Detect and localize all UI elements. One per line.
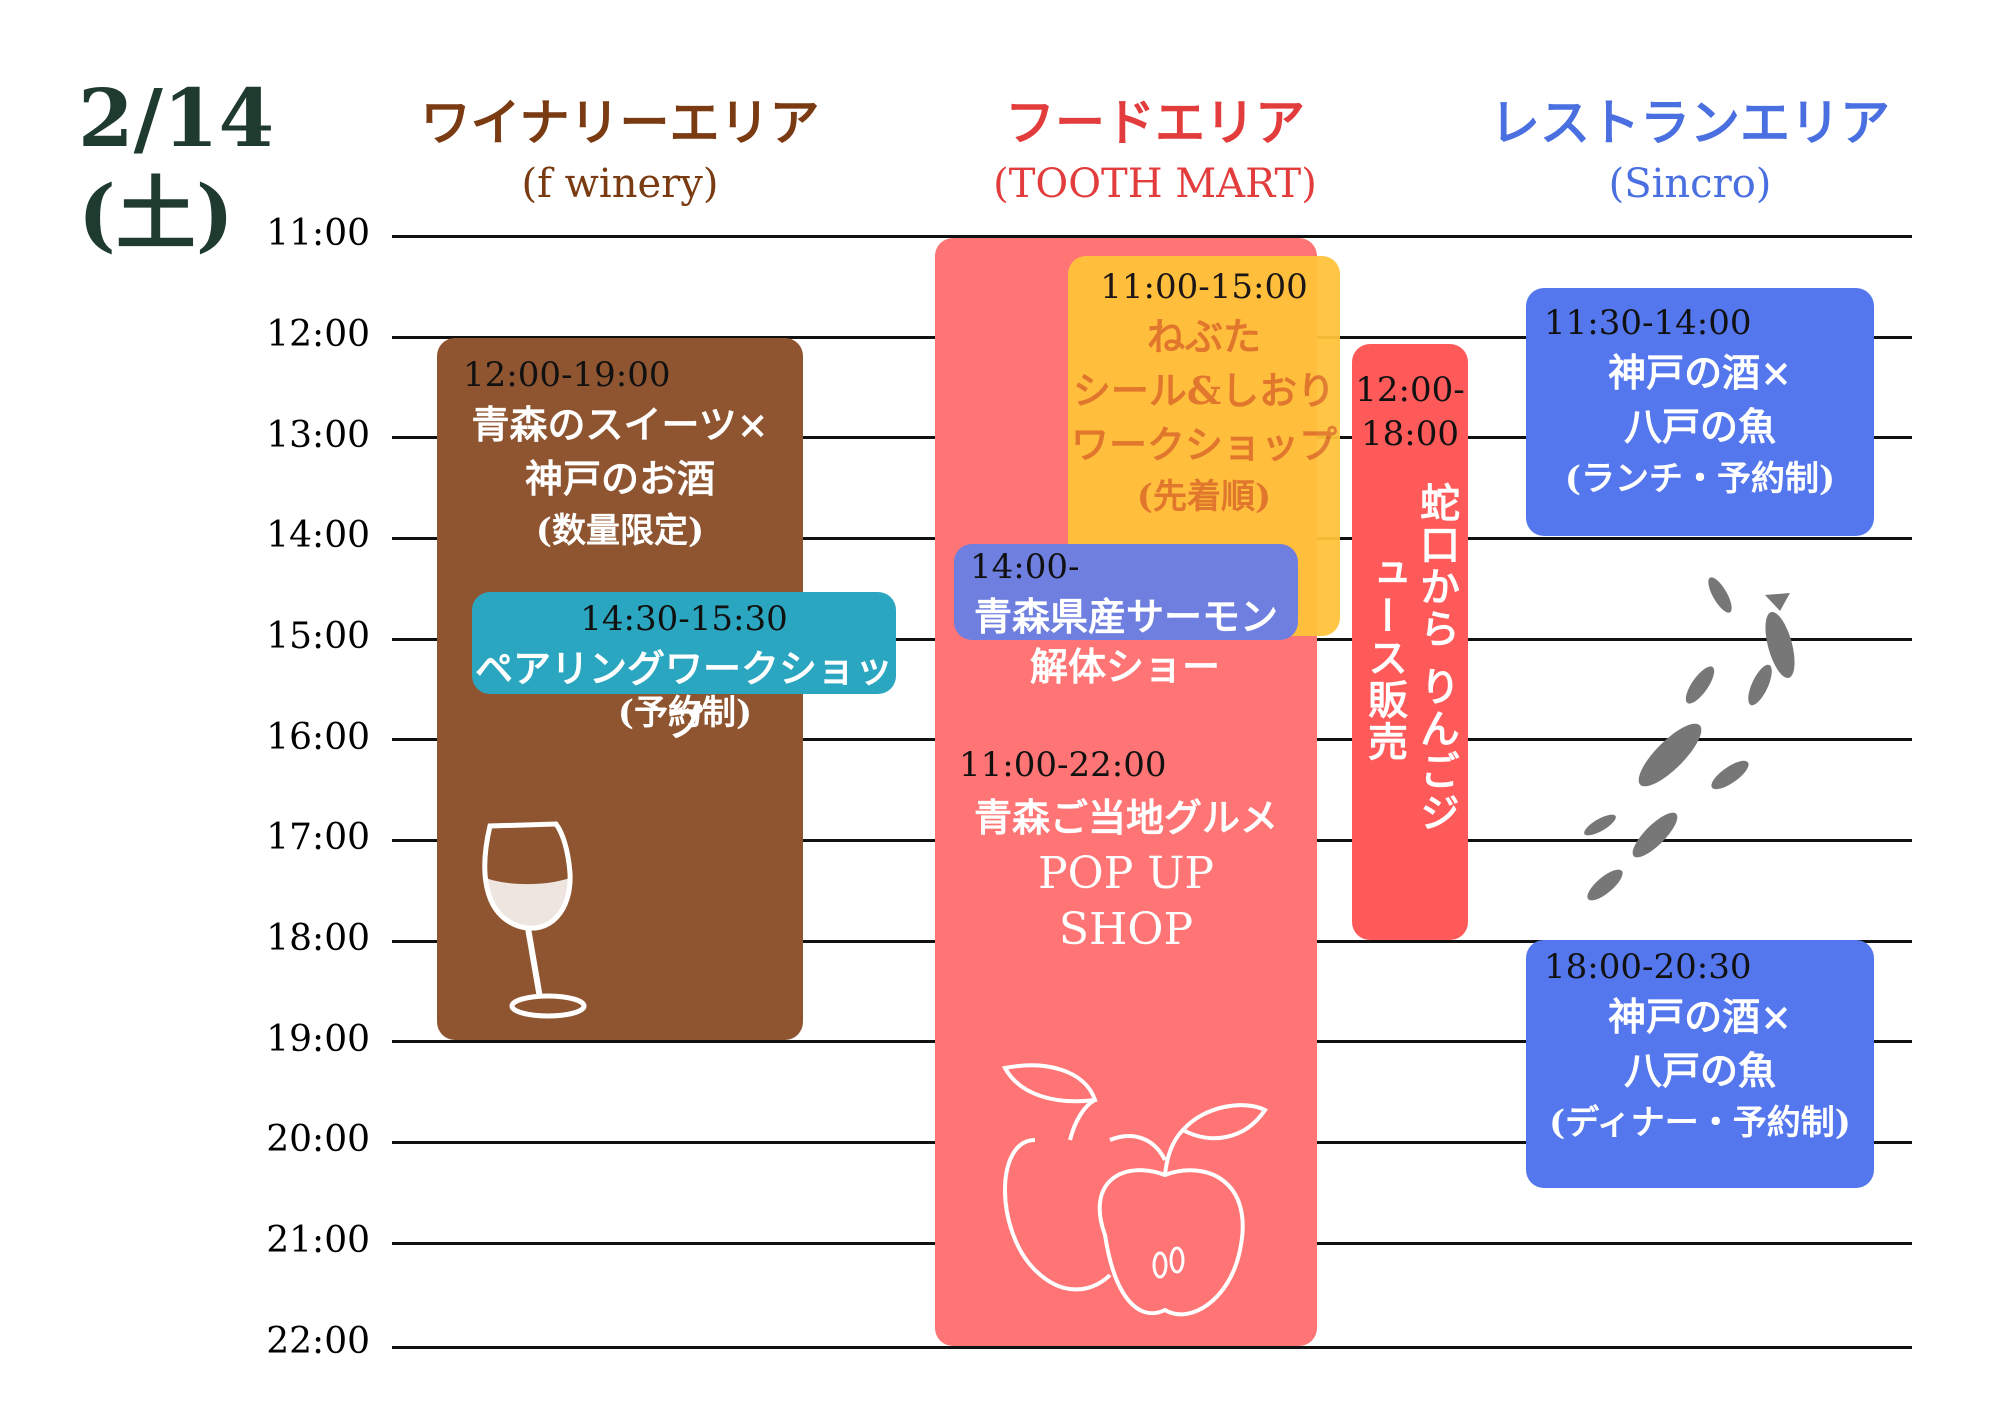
- hour-line: [392, 235, 1912, 238]
- event-popup-text: 11:00-22:00 青森ご当地グルメ POP UP SHOP: [935, 740, 1317, 958]
- time-label: 20:00: [266, 1119, 370, 1160]
- time-label: 12:00: [266, 314, 370, 355]
- event-title: ワークショップ: [1070, 422, 1337, 467]
- date-title: 2/14 (土): [78, 70, 318, 262]
- time-label: 11:00: [266, 213, 370, 254]
- event-title: 解体ショー: [1029, 644, 1220, 689]
- time-label: 16:00: [266, 717, 370, 758]
- event-title: SHOP: [1058, 904, 1194, 955]
- event-note: (ランチ・予約制): [1564, 459, 1836, 499]
- event-time: 14:30-15:30: [580, 599, 788, 639]
- event-title: 神戸の酒×: [1608, 994, 1792, 1039]
- event-pairing: 14:30-15:30 ペアリングワークショップ: [472, 592, 896, 745]
- event-time: 14:00-: [970, 547, 1080, 587]
- event-note: (予約制): [617, 693, 753, 733]
- event-time: 18:00: [1361, 414, 1459, 454]
- event-title: 蛇口から りんごジュース販売: [1361, 482, 1460, 834]
- event-title: 神戸のお酒: [524, 456, 715, 501]
- event-title: シール&しおり: [1072, 368, 1336, 413]
- event-title: 八戸の魚: [1623, 1048, 1776, 1093]
- area-sub: (f winery): [521, 161, 719, 207]
- area-name: レストランエリア: [1490, 93, 1890, 152]
- date-label: 2/14: [78, 71, 275, 165]
- event-title: 青森のスイーツ×: [471, 402, 769, 447]
- area-sub: (TOOTH MART): [993, 161, 1317, 207]
- event-time: 12:00-: [1355, 370, 1465, 410]
- fish-school-icon: [1584, 577, 1795, 901]
- event-title: 青森ご当地グルメ: [973, 795, 1278, 840]
- time-label: 19:00: [266, 1019, 370, 1060]
- time-label: 21:00: [266, 1220, 370, 1261]
- event-time: 11:30-14:00: [1544, 303, 1752, 343]
- event-title: ペアリングワークショップ: [474, 646, 893, 745]
- time-label: 13:00: [266, 415, 370, 456]
- event-time: 11:00-15:00: [1100, 267, 1308, 307]
- time-label: 14:00: [266, 515, 370, 556]
- time-label: 18:00: [266, 918, 370, 959]
- event-time: 18:00-20:30: [1544, 947, 1752, 987]
- event-dinner: 18:00-20:30 神戸の酒× 八戸の魚 (ディナー・予約制): [1526, 940, 1874, 1188]
- event-note: (先着順): [1136, 477, 1272, 517]
- area-header-winery: ワイナリーエリア (f winery): [400, 92, 840, 214]
- apple-icon: [1001, 1063, 1268, 1317]
- event-salmon: 14:00- 青森県産サーモン: [954, 544, 1298, 640]
- time-label: 15:00: [266, 616, 370, 657]
- area-name: フードエリア: [1005, 93, 1305, 152]
- event-note: (数量限定): [535, 511, 705, 551]
- hour-line: [392, 1346, 1912, 1349]
- area-header-food: フードエリア (TOOTH MART): [935, 92, 1375, 214]
- weekday-label: (土): [78, 167, 234, 261]
- area-header-restaurant: レストランエリア (Sincro): [1470, 92, 1910, 214]
- event-time: 12:00-19:00: [463, 355, 671, 395]
- event-title: 神戸の酒×: [1608, 350, 1792, 395]
- event-title: 青森県産サーモン: [973, 594, 1278, 639]
- wine-glass-icon: [482, 821, 587, 1019]
- event-juice: 12:00- 18:00 蛇口から りんごジュース販売: [1352, 344, 1468, 940]
- area-name: ワイナリーエリア: [420, 93, 820, 152]
- area-sub: (Sincro): [1608, 161, 1772, 207]
- time-label: 17:00: [266, 817, 370, 858]
- event-title: POP UP: [1038, 848, 1214, 899]
- event-title: ねぶた: [1146, 314, 1261, 359]
- event-lunch: 11:30-14:00 神戸の酒× 八戸の魚 (ランチ・予約制): [1526, 288, 1874, 536]
- event-note: (ディナー・予約制): [1549, 1103, 1851, 1143]
- time-label: 22:00: [266, 1321, 370, 1362]
- event-time: 11:00-22:00: [959, 745, 1167, 785]
- event-title: 八戸の魚: [1623, 404, 1776, 449]
- juice-text-wrap: 蛇口から りんごジュース販売: [1352, 468, 1468, 848]
